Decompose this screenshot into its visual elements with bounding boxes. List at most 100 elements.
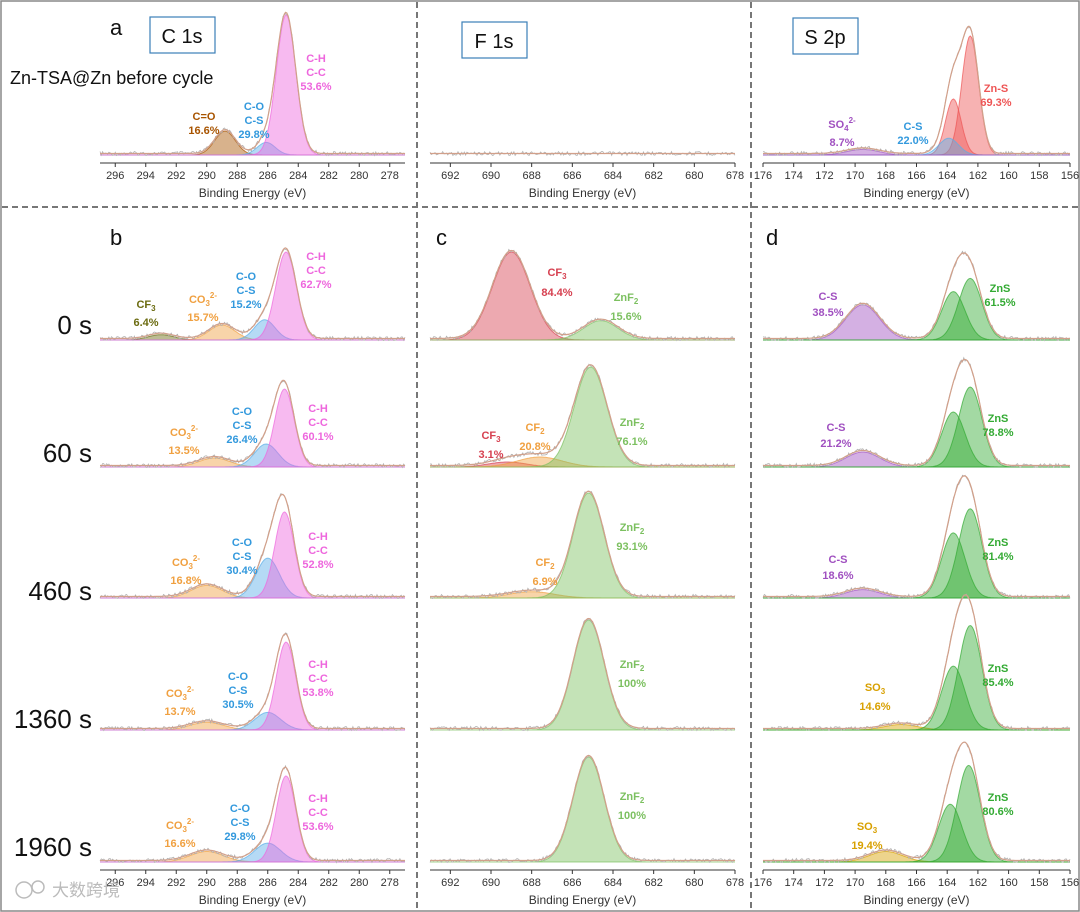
label-1360s-c1s-ch: C-H <box>308 659 328 671</box>
label-1960s-f1s-znf2: ZnF2 <box>620 791 645 805</box>
label-60s-c1s-co3-pct: 13.5% <box>168 445 199 457</box>
raw-trace-11 <box>762 474 1071 600</box>
x-tick-label-1-2-4: 168 <box>877 877 895 889</box>
label-before-c1s-ch: C-H <box>306 53 326 65</box>
envelope-16 <box>430 754 735 862</box>
label-1360s-c1s-co3: CO32- <box>166 685 194 702</box>
label-460s-c1s-co3: CO32- <box>172 554 200 571</box>
x-axis-label-1-0: Binding Energy (eV) <box>199 893 306 907</box>
label-1960s-c1s-co3: CO32- <box>166 817 194 834</box>
x-axis-label-0-2: Binding energy (eV) <box>863 186 969 200</box>
label-before-c1s-ch-pct: 53.6% <box>300 81 331 93</box>
label-60s-c1s-ch: C-H <box>308 403 328 415</box>
x-tick-label-0-1-0: 692 <box>441 170 459 182</box>
label-before-c1s-cs: C-S <box>245 115 264 127</box>
raw-trace-17 <box>762 741 1071 864</box>
envelope-13 <box>430 617 735 730</box>
label-1960s-s2p-so3-pct: 19.4% <box>851 840 882 852</box>
label-before-s2p-so4: SO42- <box>828 116 856 133</box>
label-60s-c1s-co3: CO32- <box>170 424 198 441</box>
label-60s-f1s-cf2: CF2 <box>525 422 545 436</box>
peak-14-1 <box>763 665 1070 731</box>
x-tick-label-0-2-7: 162 <box>969 170 987 182</box>
label-460s-f1s-cf2-pct: 6.9% <box>532 576 557 588</box>
envelope-6 <box>100 379 405 467</box>
label-1360s-s2p-zns: ZnS <box>988 663 1009 675</box>
label-1960s-s2p-so3: SO3 <box>857 821 878 835</box>
label-460s-c1s-co: C-O <box>232 537 253 549</box>
label-before-s2p-so4-pct: 8.7% <box>829 137 854 149</box>
label-0s-f1s-cf3: CF3 <box>547 267 567 281</box>
x-tick-label-0-1-7: 678 <box>726 170 744 182</box>
x-tick-label-0-0-2: 292 <box>167 170 185 182</box>
label-1360s-c1s-co-pct: 30.5% <box>222 699 253 711</box>
peak-12-2 <box>100 641 405 731</box>
x-tick-label-0-2-0: 176 <box>754 170 772 182</box>
x-tick-label-1-2-7: 162 <box>969 877 987 889</box>
x-tick-label-1-0-8: 280 <box>350 877 368 889</box>
label-460s-s2p-cs: C-S <box>829 554 848 566</box>
peak-13-0 <box>430 619 735 731</box>
x-tick-label-1-0-0: 296 <box>106 877 124 889</box>
label-1360s-s2p-so3: SO3 <box>865 682 886 696</box>
label-0s-f1s-znf2: ZnF2 <box>614 292 639 306</box>
x-tick-label-0-0-9: 278 <box>381 170 399 182</box>
x-tick-label-0-1-5: 682 <box>644 170 662 182</box>
x-tick-label-1-1-4: 684 <box>604 877 622 889</box>
label-60s-c1s-cs: C-S <box>233 420 252 432</box>
x-tick-label-0-2-6: 164 <box>938 170 956 182</box>
x-tick-label-1-1-1: 690 <box>482 877 500 889</box>
label-before-s2p-cs: C-S <box>904 121 923 133</box>
peak-9-2 <box>100 511 405 599</box>
label-60s-f1s-znf2: ZnF2 <box>620 417 645 431</box>
x-tick-label-0-2-8: 160 <box>999 170 1017 182</box>
envelope-5 <box>763 252 1070 340</box>
x-tick-label-1-2-10: 156 <box>1061 877 1079 889</box>
envelope-14 <box>763 594 1070 730</box>
peak-8-1 <box>763 411 1070 468</box>
label-1360s-c1s-co: C-O <box>228 671 249 683</box>
peak-10-1 <box>430 492 735 599</box>
peak-4-1 <box>430 320 735 341</box>
x-axis-label-1-1: Binding Energy (eV) <box>529 893 636 907</box>
label-460s-c1s-cc: C-C <box>308 545 328 557</box>
x-tick-label-0-0-6: 284 <box>289 170 307 182</box>
x-tick-label-1-0-3: 290 <box>198 877 216 889</box>
peak-11-2 <box>763 508 1070 599</box>
label-0s-c1s-co3: CO32- <box>189 291 217 308</box>
x-tick-label-1-0-1: 294 <box>137 877 155 889</box>
peak-16-0 <box>430 756 735 863</box>
label-60s-f1s-cf2-pct: 20.8% <box>519 441 550 453</box>
x-tick-label-1-1-2: 688 <box>522 877 540 889</box>
envelope-10 <box>430 490 735 598</box>
raw-trace-12 <box>99 632 406 732</box>
x-tick-label-0-2-1: 174 <box>785 170 803 182</box>
x-tick-label-1-2-8: 160 <box>999 877 1017 889</box>
label-60s-c1s-ch-pct: 60.1% <box>302 431 333 443</box>
x-tick-label-0-2-10: 156 <box>1061 170 1079 182</box>
raw-trace-5 <box>762 250 1071 342</box>
x-tick-label-0-2-2: 172 <box>815 170 833 182</box>
label-1960s-c1s-co3-pct: 16.6% <box>164 838 195 850</box>
element-box-c1s <box>149 16 216 54</box>
envelope-7 <box>430 364 735 467</box>
label-60s-s2p-zns: ZnS <box>988 413 1009 425</box>
label-before-s2p-zns: Zn-S <box>984 83 1008 95</box>
element-box-f1s <box>461 21 528 59</box>
label-before-c1s-ceo-pct: 16.6% <box>188 125 219 137</box>
label-0s-c1s-co3-pct: 15.7% <box>187 312 218 324</box>
peak-3-3 <box>100 251 405 341</box>
label-460s-c1s-ch-pct: 52.8% <box>302 559 333 571</box>
label-before-c1s-co: C-O <box>244 101 265 113</box>
x-axis-label-0-1: Binding Energy (eV) <box>529 186 636 200</box>
label-0s-f1s-znf2-pct: 15.6% <box>610 311 641 323</box>
x-tick-label-1-0-5: 286 <box>259 877 277 889</box>
x-tick-label-1-0-9: 278 <box>381 877 399 889</box>
x-axis-label-0-0: Binding Energy (eV) <box>199 186 306 200</box>
peak-5-2 <box>763 277 1070 341</box>
label-1960s-c1s-co: C-O <box>230 803 251 815</box>
label-1360s-c1s-cc: C-C <box>308 673 328 685</box>
label-0s-s2p-cs-pct: 38.5% <box>812 307 843 319</box>
spectra-layer <box>99 11 1071 864</box>
x-tick-label-0-0-7: 282 <box>320 170 338 182</box>
